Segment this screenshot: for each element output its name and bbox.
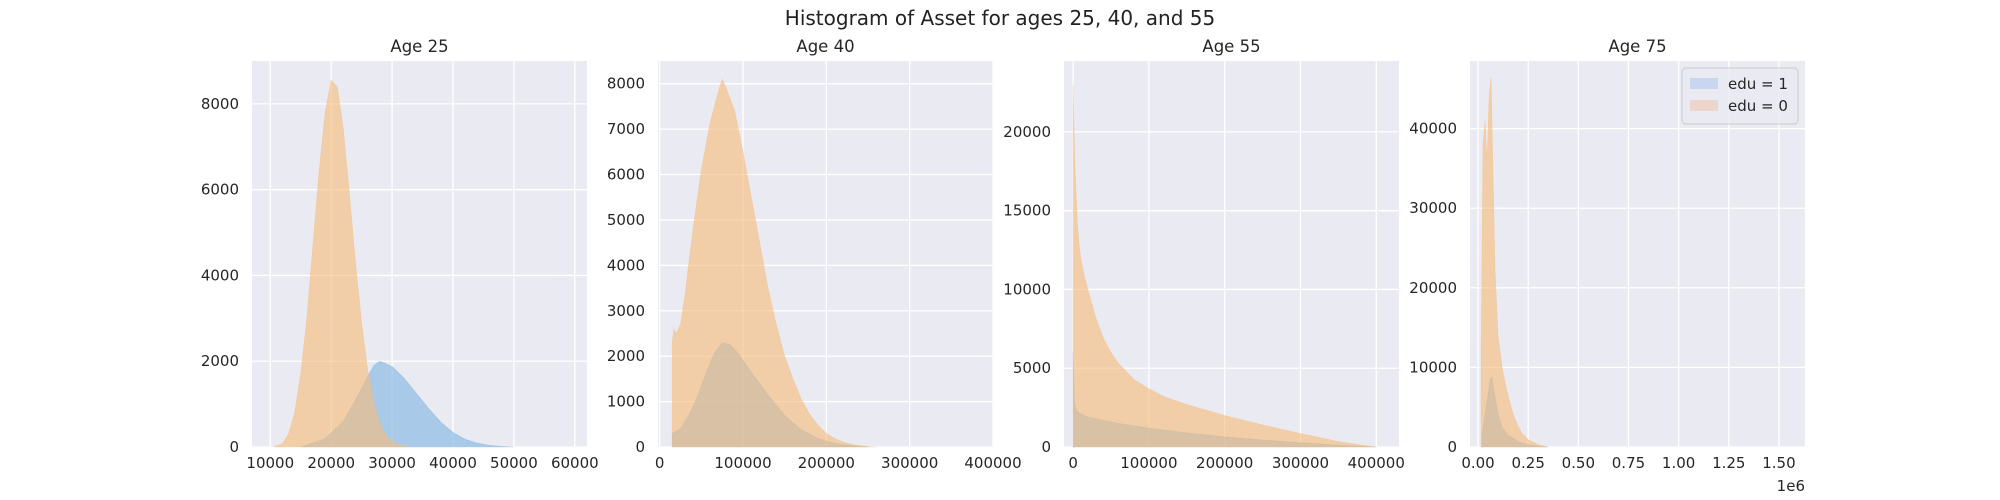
panel-1-x-tick-1: 20000 [307,454,355,472]
panel-4-x-offset-label: 1e6 [1777,477,1805,495]
panel-4-legend-swatch-1 [1690,100,1718,111]
panel-2-y-tick-5: 5000 [607,211,645,229]
panel-3-y-tick-1: 5000 [1013,359,1051,377]
panel-1-x-tick-4: 50000 [490,454,538,472]
panel-4-y-tick-0: 0 [1447,438,1457,456]
panel-4-x-tick-2: 0.50 [1562,454,1595,472]
panel-2-y-tick-4: 4000 [607,256,645,274]
panel-1-x-tick-2: 30000 [368,454,416,472]
panel-3-series-edu0-hist [1072,84,1377,448]
panel-2-y-tick-0: 0 [635,438,645,456]
panel-2-y-tick-8: 8000 [607,75,645,93]
panel-2-y-tick-1: 1000 [607,393,645,411]
panel-4-title: Age 75 [1608,37,1666,56]
panel-4-x-tick-4: 1.00 [1662,454,1695,472]
panel-2-y-tick-3: 3000 [607,302,645,320]
panel-2-y-tick-6: 6000 [607,166,645,184]
panel-2-y-tick-7: 7000 [607,120,645,138]
panel-3-y-tick-0: 0 [1041,438,1051,456]
panel-1-y-tick-4: 8000 [201,95,239,113]
panel-4-y-tick-3: 30000 [1409,199,1457,217]
figure-title: Histogram of Asset for ages 25, 40, and … [784,6,1216,30]
panel-2-x-tick-1: 100000 [714,454,771,472]
panel-1-y-tick-0: 0 [229,438,239,456]
panel-4-x-tick-0: 0.00 [1461,454,1494,472]
panel-1-y-tick-2: 4000 [201,266,239,284]
panel-1-x-tick-0: 10000 [246,454,294,472]
panel-4-y-tick-4: 40000 [1409,120,1457,138]
panel-2-y-tick-2: 2000 [607,347,645,365]
panel-4-legend-label-1: edu = 0 [1728,97,1788,115]
panel-1-title: Age 25 [390,37,448,56]
panel-2-title: Age 40 [796,37,854,56]
panel-3-y-tick-4: 20000 [1003,123,1051,141]
panel-3-x-tick-1: 100000 [1120,454,1177,472]
panel-3-y-tick-3: 15000 [1003,202,1051,220]
panel-3-y-tick-2: 10000 [1003,280,1051,298]
panel-4-y-tick-2: 20000 [1409,279,1457,297]
panel-1-y-tick-3: 6000 [201,181,239,199]
panel-1-x-tick-5: 60000 [551,454,599,472]
panel-2-x-tick-0: 0 [655,454,665,472]
panel-4-plot-area [1470,61,1805,447]
panel-4-legend-label-0: edu = 1 [1728,75,1788,93]
panel-1-series-edu0-hist [273,79,411,448]
panel-2-x-tick-3: 300000 [881,454,938,472]
panel-1-x-tick-3: 40000 [429,454,477,472]
panel-4-series-edu0-hist [1480,76,1549,448]
panel-4-x-tick-3: 0.75 [1612,454,1645,472]
panel-4-y-tick-1: 10000 [1409,358,1457,376]
panel-3-title: Age 55 [1202,37,1260,56]
panel-4-x-tick-5: 1.25 [1712,454,1745,472]
panel-2-series-edu0-hist [671,78,877,448]
panel-3-x-tick-3: 300000 [1272,454,1329,472]
panel-3-x-tick-0: 0 [1068,454,1078,472]
panel-3-x-tick-2: 200000 [1196,454,1253,472]
panel-4-x-tick-1: 0.25 [1511,454,1544,472]
panel-4-legend-swatch-0 [1690,78,1718,89]
panel-3-x-tick-4: 400000 [1348,454,1405,472]
panel-1-y-tick-1: 2000 [201,352,239,370]
panel-2-x-tick-2: 200000 [798,454,855,472]
panel-2-x-tick-4: 400000 [964,454,1021,472]
panel-4-x-tick-6: 1.50 [1762,454,1795,472]
